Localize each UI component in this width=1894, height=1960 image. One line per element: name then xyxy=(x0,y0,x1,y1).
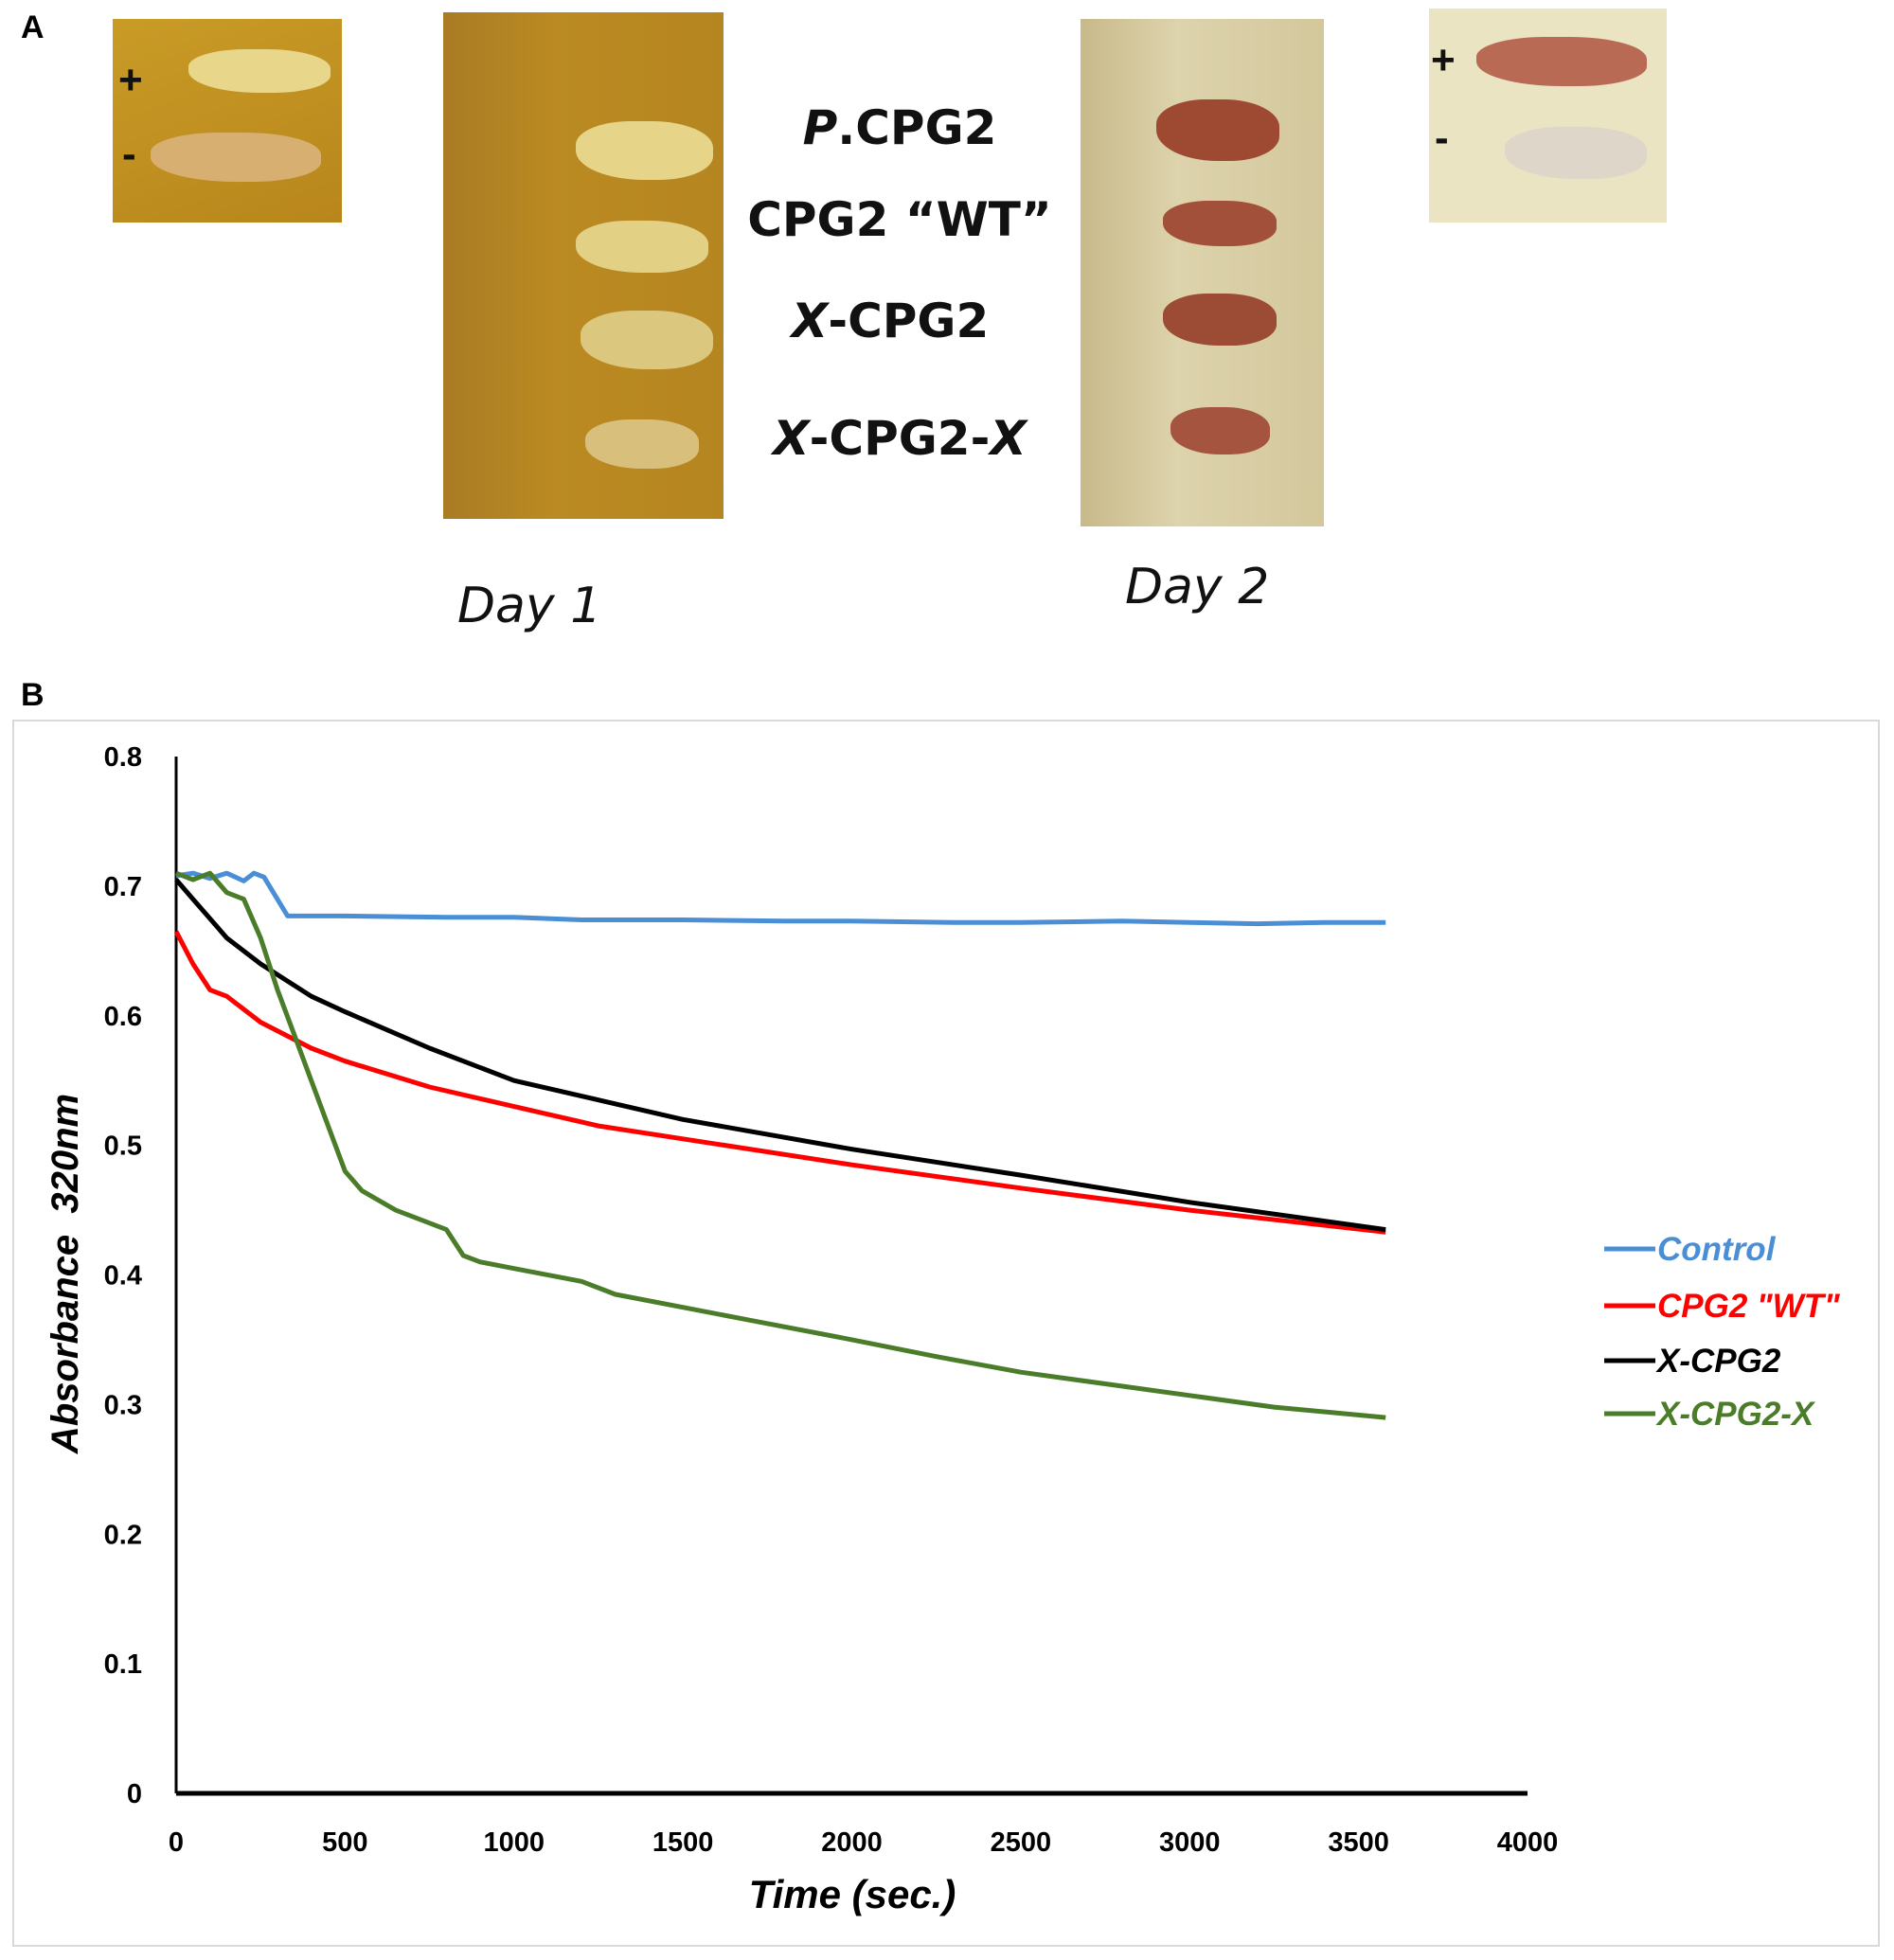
label-suffix: X xyxy=(990,411,1027,466)
y-tick-label: 0.7 xyxy=(104,872,142,902)
y-axis-label: Absorbance 320nm xyxy=(45,1094,86,1454)
label-rest: .CPG2 xyxy=(837,100,997,155)
day1-label: Day 1 xyxy=(457,578,602,634)
legend-label: X-CPG2 xyxy=(1655,1343,1781,1380)
x-tick-label: 3500 xyxy=(1328,1827,1389,1858)
y-tick-label: 0.3 xyxy=(104,1390,142,1420)
x-tick-label: 4000 xyxy=(1497,1827,1559,1858)
plate-label-cpg2-wt: CPG2 “WT” xyxy=(710,192,1089,247)
legend-label: CPG2 "WT" xyxy=(1657,1288,1840,1325)
y-tick-label: 0.4 xyxy=(104,1261,142,1292)
series-line-2 xyxy=(174,878,1386,1233)
y-tick-label: 0.1 xyxy=(104,1649,142,1680)
series-line-1 xyxy=(173,930,1386,1235)
negative-sign: - xyxy=(1435,115,1449,161)
series-line-3 xyxy=(175,870,1386,1420)
y-tick-label: 0.2 xyxy=(104,1520,142,1550)
day1-control-inset-photo: + - xyxy=(113,19,342,223)
y-tick-label: 0.8 xyxy=(104,742,142,773)
negative-sign: - xyxy=(122,131,136,177)
label-rest: CPG2 “WT” xyxy=(747,192,1052,247)
label-rest: -CPG2- xyxy=(809,411,991,466)
plate-label-x-cpg2: X-CPG2 xyxy=(701,294,1080,348)
y-tick-label: 0.5 xyxy=(104,1131,142,1162)
series-line-0 xyxy=(175,870,1386,927)
day2-label: Day 2 xyxy=(1125,559,1270,615)
x-tick-label: 0 xyxy=(169,1827,184,1858)
label-prefix: X xyxy=(773,411,810,466)
label-prefix: X xyxy=(791,294,829,348)
label-rest: -CPG2 xyxy=(828,294,990,348)
x-tick-label: 1500 xyxy=(652,1827,714,1858)
x-tick-label: 1000 xyxy=(483,1827,545,1858)
day2-plate-photo xyxy=(1081,19,1324,526)
legend-label: X-CPG2-X xyxy=(1655,1396,1816,1433)
x-tick-label: 3000 xyxy=(1159,1827,1221,1858)
positive-sign: + xyxy=(1431,37,1456,83)
x-tick-label: 500 xyxy=(322,1827,367,1858)
day1-plate-photo xyxy=(443,12,724,519)
x-axis-label: Time (sec.) xyxy=(749,1872,956,1916)
panel-b-label: B xyxy=(21,677,45,713)
legend-label: Control xyxy=(1657,1231,1777,1268)
plate-label-p-cpg2: P.CPG2 xyxy=(710,100,1089,155)
label-prefix: P xyxy=(802,100,838,155)
plate-label-x-cpg2-x: X-CPG2-X xyxy=(710,411,1089,466)
day2-control-inset-photo: + - xyxy=(1429,9,1667,223)
chart-frame xyxy=(12,720,1880,1947)
y-tick-label: 0 xyxy=(127,1779,142,1809)
x-tick-label: 2500 xyxy=(991,1827,1052,1858)
positive-sign: + xyxy=(118,57,143,103)
panel-a-label: A xyxy=(21,9,45,45)
y-tick-label: 0.6 xyxy=(104,1002,142,1032)
x-tick-label: 2000 xyxy=(821,1827,883,1858)
